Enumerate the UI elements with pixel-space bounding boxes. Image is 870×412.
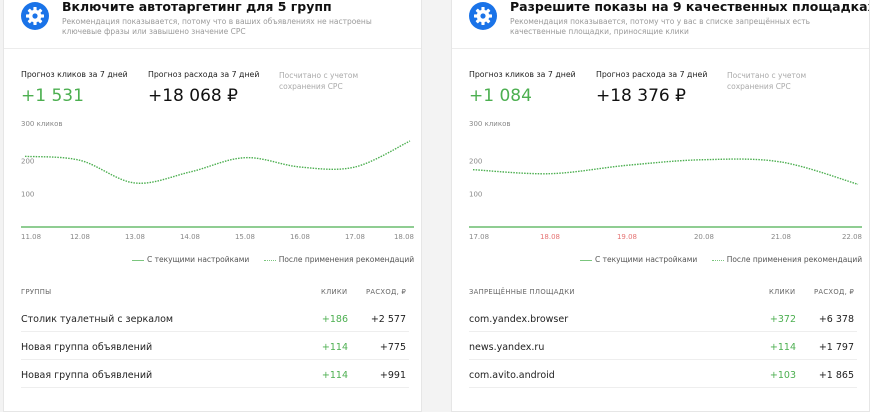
legend-after: После применения рекомендаций [711,255,863,264]
table-row[interactable]: Столик туалетный с зеркалом +186 +2 577 [21,304,409,332]
x-tick-label: 20.08 [694,233,714,241]
series-line-after [472,158,859,185]
column-header-clicks: Клики [769,288,796,296]
row-clicks: +103 [769,370,796,381]
row-cost: +775 [379,342,406,353]
legend-current-label: С текущими настройками [147,255,250,264]
table-row[interactable]: com.yandex.browser +372 +6 378 [469,304,857,332]
row-cost: +2 577 [370,314,406,325]
legend-dotted-swatch [711,259,724,261]
clicks-forecast-value: +1 531 [21,86,84,106]
cost-forecast-label: Прогноз расхода за 7 дней [596,70,708,79]
y-tick-label: 200 [21,157,34,165]
legend-current: С текущими настройками [580,255,697,264]
forecast-chart: 300 кликов 100 200 17.08 18.08 19.08 20.08 21.0… [469,121,862,241]
table-row[interactable]: Новая группа объявлений +114 +991 [21,360,409,388]
row-clicks: +372 [769,314,796,325]
row-clicks: +186 [321,314,348,325]
row-name: com.avito.android [469,370,555,381]
card-description: Рекомендация показывается, потому что у … [510,17,811,36]
card-header: Включите автотаргетинг для 5 групп Реком… [21,0,411,38]
clicks-forecast-label: Прогноз кликов за 7 дней [21,70,128,79]
legend-dotted-swatch [263,259,276,261]
y-tick-label: 100 [469,191,482,199]
x-tick-label: 12.08 [70,233,90,241]
row-cost: +6 378 [818,314,854,325]
row-name: Новая группа объявлений [21,342,153,353]
cost-forecast-value: +18 068 ₽ [148,86,238,106]
column-header-placements: Запрещённые площадки [469,288,575,296]
column-header-clicks: Клики [321,288,348,296]
table-row[interactable]: Новая группа объявлений +114 +775 [21,332,409,360]
legend-current: С текущими настройками [132,255,249,264]
divider [452,48,869,49]
clicks-forecast-value: +1 084 [469,86,532,106]
x-tick-label: 13.08 [125,233,145,241]
y-tick-label: 200 [469,157,482,165]
x-tick-label: 18.08 [540,233,560,241]
table-row[interactable]: news.yandex.ru +114 +1 797 [469,332,857,360]
cost-forecast-label: Прогноз расхода за 7 дней [148,70,260,79]
row-cost: +1 865 [818,370,854,381]
card-title: Разрешите показы на 9 качественных площа… [510,0,870,14]
legend-solid-swatch [132,259,144,261]
card-header: Разрешите показы на 9 качественных площа… [469,0,869,38]
divider [4,48,421,49]
column-header-cost: Расход, ₽ [814,288,855,296]
x-tick-label: 14.08 [180,233,200,241]
row-cost: +991 [379,370,406,381]
x-tick-label: 22.08 [842,233,862,241]
series-line-after [24,140,411,184]
legend-after-label: После применения рекомендаций [726,255,863,264]
row-clicks: +114 [769,342,796,353]
row-name: Столик туалетный с зеркалом [21,314,174,325]
recommendation-card-autotargeting: Включите автотаргетинг для 5 групп Реком… [3,0,422,412]
row-clicks: +114 [321,370,348,381]
table-row[interactable]: com.avito.android +103 +1 865 [469,360,857,388]
y-tick-label: 100 [21,191,34,199]
card-title: Включите автотаргетинг для 5 групп [62,0,332,14]
legend-solid-swatch [580,259,592,261]
column-header-groups: Группы [21,288,52,296]
card-description: Рекомендация показывается, потому что в … [62,17,372,36]
x-tick-label: 17.08 [469,233,489,241]
forecast-chart: 300 кликов 100 200 11.08 12.08 13.08 14.08 15.0… [21,121,414,241]
y-axis-label: 300 кликов [21,121,62,128]
legend-current-label: С текущими настройками [595,255,698,264]
recommendation-card-placements: Разрешите показы на 9 качественных площа… [451,0,870,412]
row-name: Новая группа объявлений [21,370,153,381]
gear-icon [21,2,49,30]
x-tick-label: 17.08 [345,233,365,241]
x-tick-label: 11.08 [21,233,41,241]
row-name: news.yandex.ru [469,342,545,353]
gear-icon [469,2,497,30]
cpc-note: Посчитано с учетом сохранения CPC [279,71,359,91]
x-tick-label: 21.08 [771,233,791,241]
column-header-cost: Расход, ₽ [366,288,407,296]
clicks-forecast-label: Прогноз кликов за 7 дней [469,70,576,79]
y-axis-label: 300 кликов [469,121,510,128]
x-tick-label: 18.08 [394,233,414,241]
cpc-note: Посчитано с учетом сохранения CPC [727,71,807,91]
legend-after-label: После применения рекомендаций [278,255,415,264]
x-tick-label: 19.08 [617,233,637,241]
chart-legend: С текущими настройками После применения … [132,255,421,264]
row-clicks: +114 [321,342,348,353]
cost-forecast-value: +18 376 ₽ [596,86,686,106]
chart-legend: С текущими настройками После применения … [580,255,869,264]
x-tick-label: 16.08 [290,233,310,241]
legend-after: После применения рекомендаций [263,255,415,264]
row-cost: +1 797 [818,342,854,353]
x-tick-label: 15.08 [235,233,255,241]
row-name: com.yandex.browser [469,314,569,325]
